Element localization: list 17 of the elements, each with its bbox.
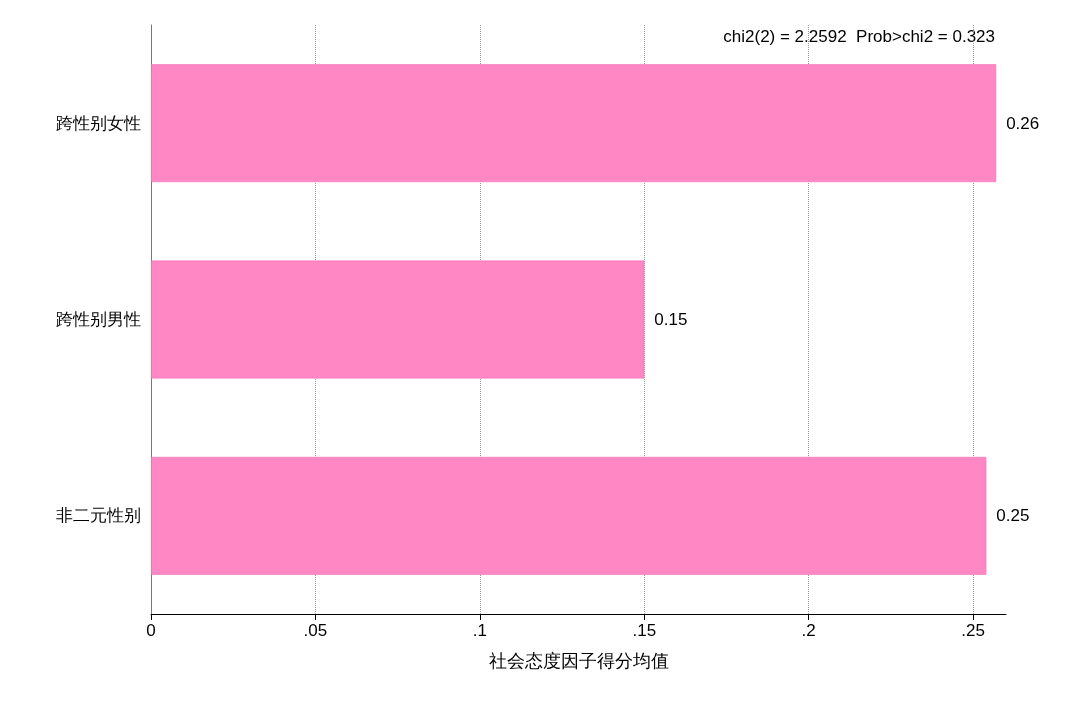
data-label: 0.26 — [1006, 113, 1040, 133]
data-label: 0.25 — [996, 506, 1030, 526]
x-tick-label: .1 — [472, 621, 487, 640]
y-tick-label: 跨性别女性 — [56, 113, 141, 133]
bar — [151, 260, 645, 379]
x-tick-label: 0 — [146, 621, 156, 640]
x-tick-label: .05 — [303, 621, 328, 640]
x-tick-label: .15 — [632, 621, 657, 640]
annotation: chi2(2) = 2.2592 Prob>chi2 = 0.323 — [723, 27, 995, 46]
data-label: 0.15 — [654, 310, 688, 329]
bar — [151, 456, 987, 575]
x-tick-label: .25 — [961, 621, 985, 640]
y-tick-label: 非二元性别 — [56, 506, 141, 526]
x-tick-label: .2 — [801, 621, 816, 640]
bar — [151, 64, 997, 183]
x-axis-title: 社会态度因子得分均值 — [488, 651, 669, 671]
y-tick-label: 跨性别男性 — [56, 310, 141, 329]
